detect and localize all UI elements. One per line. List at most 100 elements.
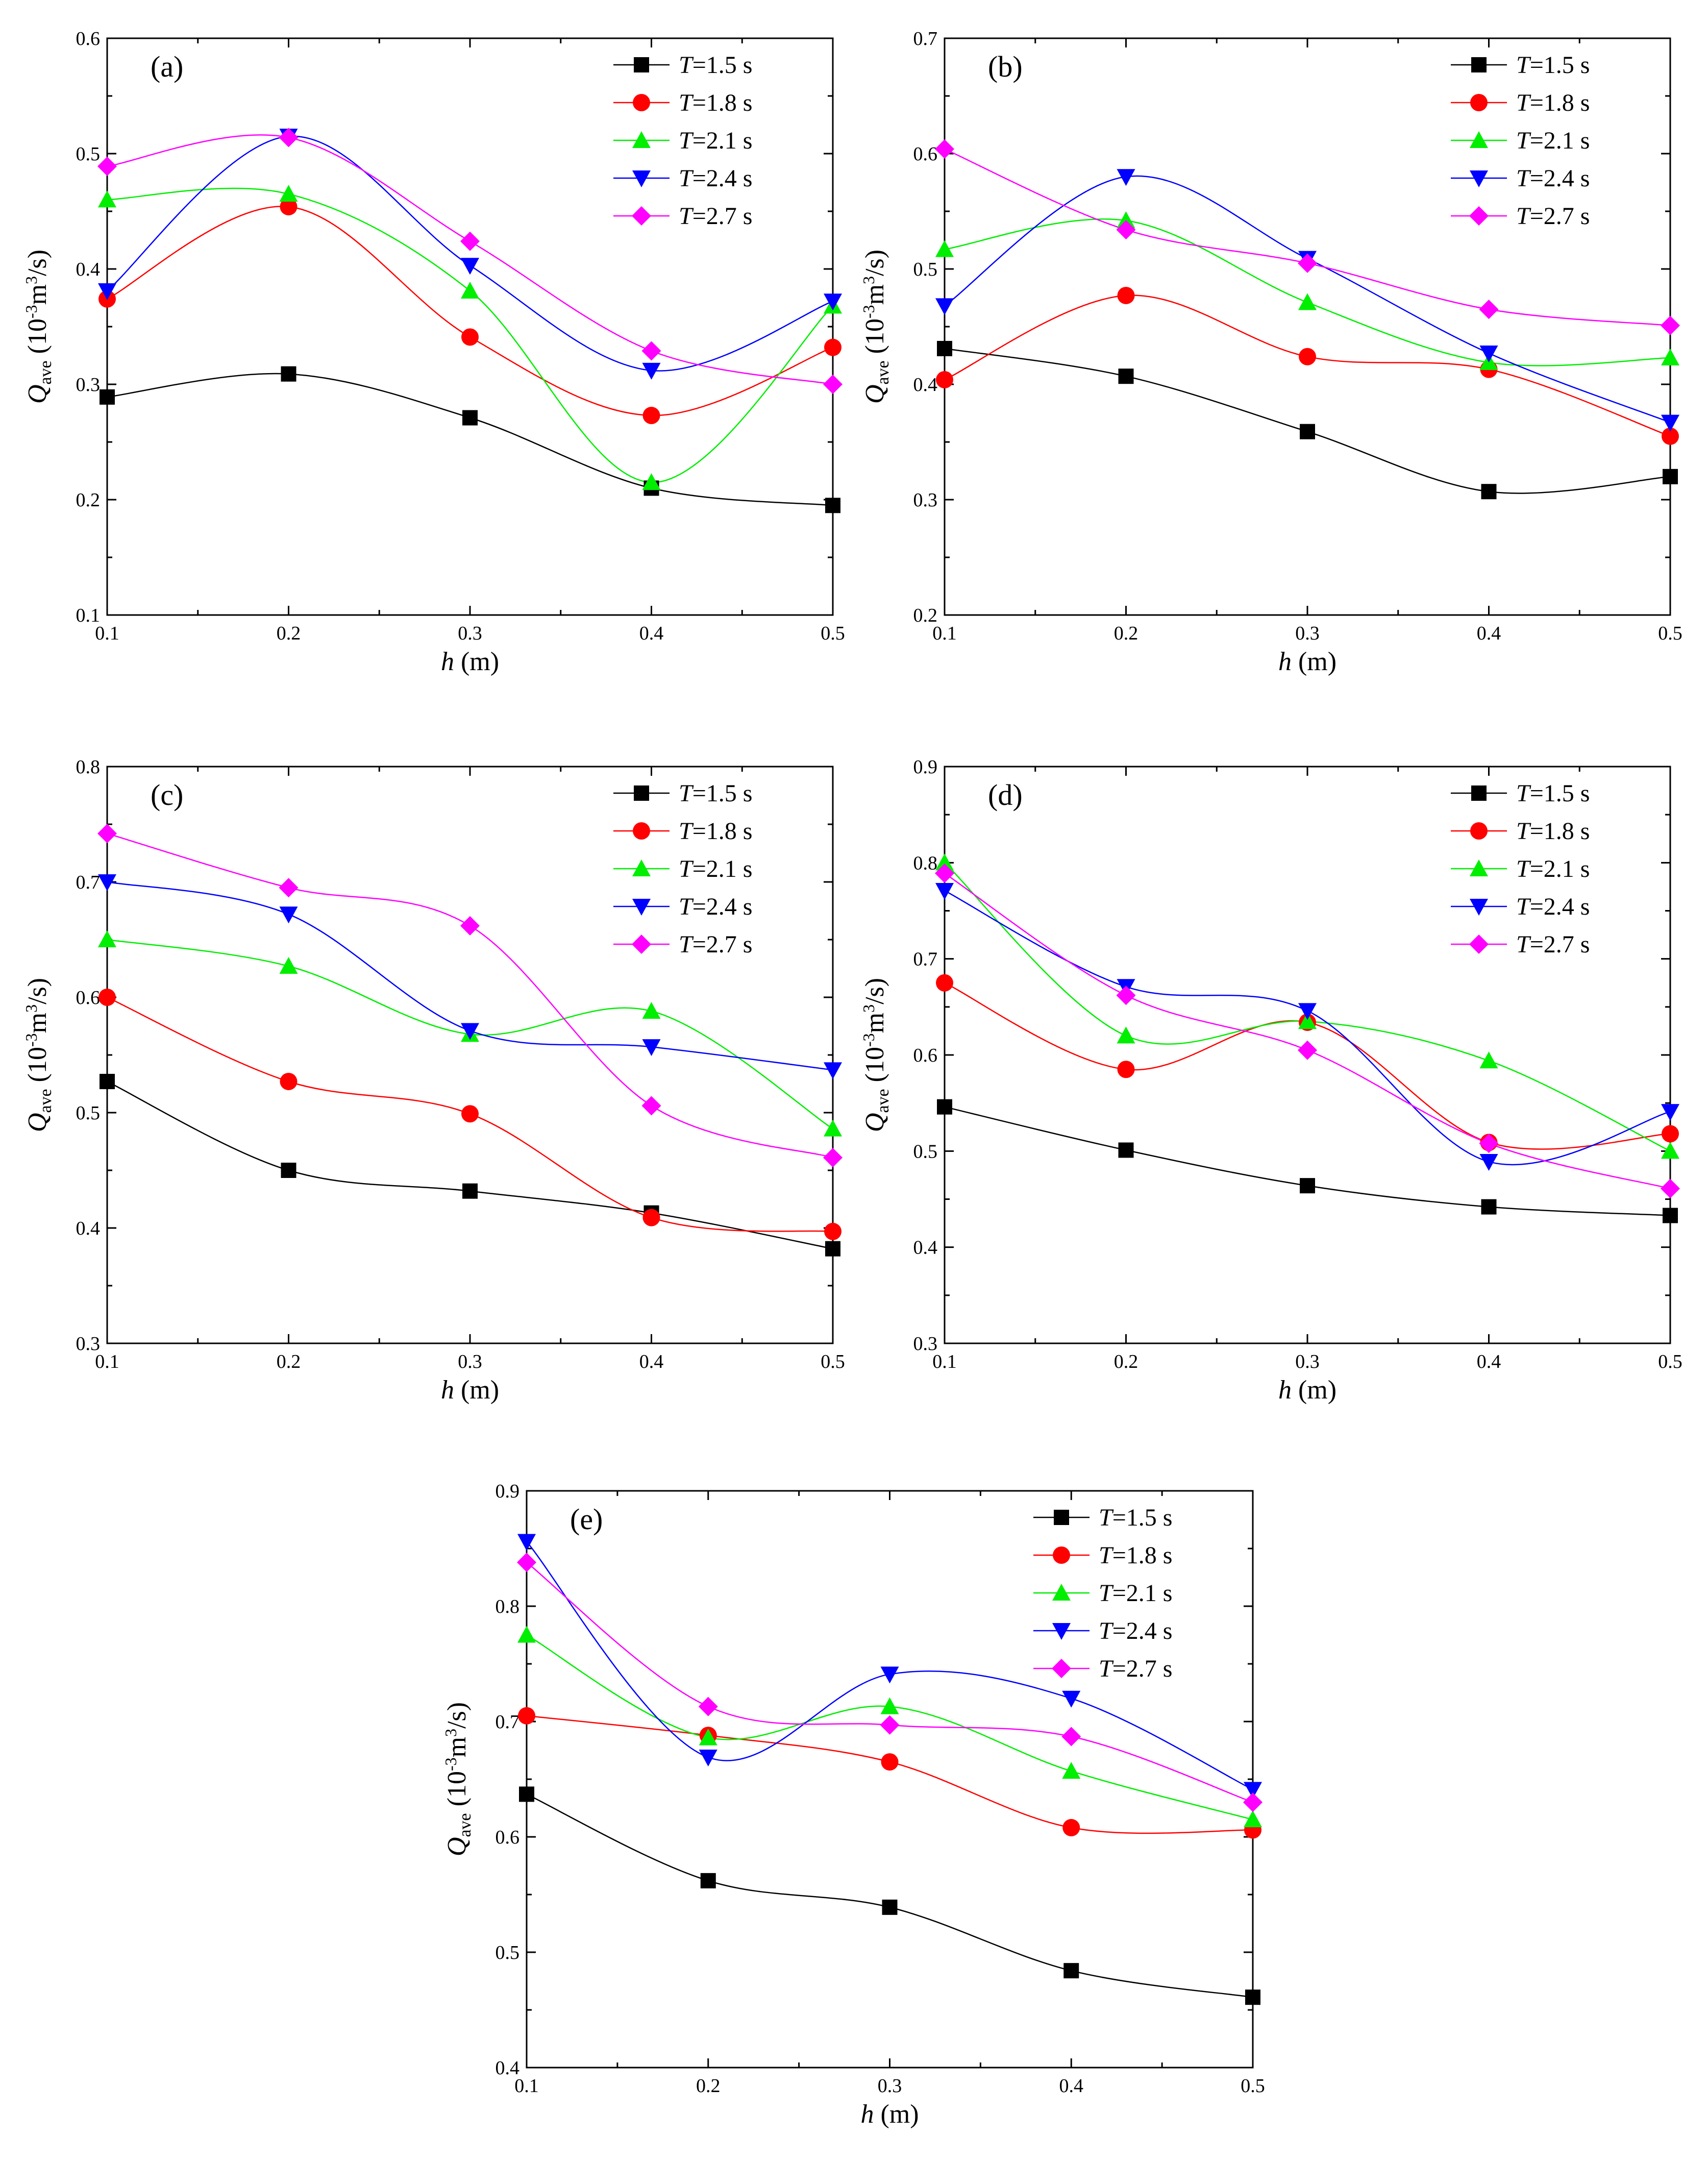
y-tick-label: 0.5	[913, 259, 938, 280]
data-point-s5-1	[935, 864, 954, 883]
data-point-s5-2	[279, 878, 299, 898]
data-point-s5-1	[97, 824, 117, 844]
y-axis-unit-end: /s)	[860, 978, 889, 1004]
data-point-s1-5	[1663, 1208, 1678, 1223]
data-point-s4-5	[1661, 414, 1679, 432]
legend-entry-3: T=2.1 s	[1099, 1580, 1172, 1607]
y-tick-label: 0.6	[496, 1827, 520, 1848]
legend-marker	[632, 206, 651, 226]
y-axis-title: Qave (10-3m3/s)	[859, 250, 893, 404]
data-point-s3-5	[1661, 1142, 1679, 1159]
legend-value: =1.5 s	[1112, 1504, 1173, 1531]
y-axis-title: Qave (10-3m3/s)	[859, 978, 893, 1132]
data-point-s1-2	[700, 1873, 716, 1888]
y-axis-unit-mid: m	[860, 1013, 889, 1033]
legend-symbol: T	[679, 165, 694, 192]
data-point-s5-1	[517, 1553, 536, 1573]
x-tick-label: 0.3	[458, 1351, 482, 1372]
data-point-s3-3	[880, 1697, 899, 1714]
y-tick-label: 0.3	[76, 374, 101, 396]
x-tick-label: 0.1	[514, 2075, 539, 2097]
data-point-s5-2	[1116, 220, 1136, 240]
data-point-s2-4	[1062, 1819, 1080, 1836]
y-axis-exponent-2: 3	[22, 1004, 40, 1013]
x-tick-label: 0.5	[1658, 1351, 1682, 1372]
x-axis-title: h (m)	[441, 1375, 499, 1405]
y-axis-unit-start: (10	[860, 1047, 889, 1089]
legend-symbol: T	[679, 893, 694, 920]
legend-value: =1.8 s	[692, 89, 753, 116]
panel-label: (a)	[151, 50, 183, 83]
panel-label: (c)	[151, 778, 183, 812]
legend-value: =2.4 s	[692, 893, 753, 920]
legend-entry-2: T=1.8 s	[1099, 1542, 1172, 1569]
data-point-s4-3	[461, 258, 479, 275]
legend-entry-3: T=2.1 s	[1516, 127, 1590, 154]
legend-symbol: T	[1516, 931, 1531, 958]
series-line-1	[526, 1794, 1253, 1998]
legend-entry-4: T=2.4 s	[679, 165, 752, 192]
y-axis-exponent: -3	[22, 305, 40, 318]
data-point-s3-4	[1062, 1762, 1081, 1779]
data-point-s1-4	[1481, 1199, 1497, 1215]
y-axis-symbol: Q	[860, 385, 889, 404]
y-axis-unit-start: (10	[442, 1771, 472, 1813]
legend-symbol: T	[679, 203, 694, 230]
legend-marker	[1470, 94, 1488, 111]
x-axis-title: h (m)	[441, 647, 499, 676]
y-axis-exponent: -3	[859, 305, 878, 318]
data-point-s4-5	[1661, 1104, 1679, 1121]
y-tick-label: 0.6	[913, 143, 938, 165]
y-axis-unit-start: (10	[860, 318, 889, 360]
y-tick-label: 0.5	[913, 1141, 938, 1162]
legend-entry-4: T=2.4 s	[679, 893, 752, 920]
data-point-s4-4	[642, 1039, 661, 1057]
series-line-4	[107, 135, 833, 372]
data-point-s4-2	[699, 1750, 717, 1767]
chart-panel-3: 0.1 0.2 0.3 0.4 0.5 0.3 0.4 0.5 0.6 0.7 0.8 h (m) Qa…	[22, 756, 845, 1405]
legend-entry-4: T=2.4 s	[1516, 893, 1590, 920]
data-point-s5-4	[1479, 300, 1499, 320]
data-point-s4-4	[1479, 345, 1498, 362]
y-tick-label: 0.5	[496, 1942, 520, 1963]
legend-marker	[1470, 859, 1488, 876]
legend-value: =2.4 s	[1530, 165, 1590, 192]
x-tick-label: 0.2	[1114, 1351, 1138, 1372]
legend-value: =2.1 s	[1530, 127, 1590, 154]
data-point-s3-4	[642, 473, 661, 490]
legend-symbol: T	[1516, 127, 1531, 154]
x-axis-symbol: h	[1278, 647, 1292, 676]
legend-entry-4: T=2.4 s	[1099, 1617, 1172, 1644]
y-tick-label: 0.4	[913, 1237, 938, 1259]
y-tick-label: 0.4	[76, 1218, 101, 1239]
data-point-s3-5	[1661, 349, 1679, 366]
y-tick-label: 0.6	[913, 1045, 938, 1066]
data-point-s5-5	[823, 1148, 843, 1168]
legend-entry-2: T=1.8 s	[1516, 89, 1590, 116]
legend-symbol: T	[679, 931, 694, 958]
data-point-s4-4	[1062, 1690, 1081, 1708]
legend-value: =1.8 s	[1530, 89, 1590, 116]
x-tick-label: 0.2	[696, 2075, 721, 2097]
legend-marker	[1470, 170, 1488, 187]
y-axis-subscript: ave	[874, 1089, 893, 1113]
y-tick-label: 0.8	[76, 756, 101, 778]
legend-symbol: T	[1099, 1542, 1114, 1569]
x-tick-label: 0.1	[932, 623, 957, 644]
data-point-s4-3	[1298, 1003, 1317, 1020]
data-point-s5-5	[823, 375, 843, 394]
legend-value: =1.8 s	[1530, 818, 1590, 845]
data-point-s3-5	[1244, 1810, 1262, 1828]
series-line-3	[944, 218, 1671, 366]
y-tick-label: 0.6	[76, 28, 101, 50]
data-point-s1-3	[1300, 1178, 1315, 1194]
data-point-s4-1	[935, 298, 954, 315]
data-point-s3-1	[98, 190, 116, 208]
data-point-s5-1	[97, 156, 117, 176]
data-point-s3-3	[461, 281, 479, 299]
data-point-s4-3	[461, 1023, 479, 1040]
data-point-s3-1	[935, 853, 954, 871]
legend-marker	[1052, 1623, 1071, 1640]
legend-marker	[1470, 899, 1488, 916]
